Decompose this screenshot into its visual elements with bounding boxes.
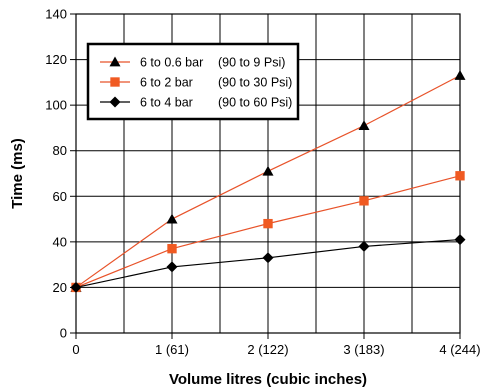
data-point [167, 244, 176, 253]
data-point [263, 166, 274, 176]
legend-note: (90 to 30 Psi) [218, 76, 292, 90]
legend: 6 to 0.6 bar (90 to 9 Psi) 6 to 2 bar (90 t… [88, 44, 298, 119]
data-point [263, 252, 274, 263]
y-tick-label: 20 [53, 280, 67, 295]
y-tick-label: 60 [53, 189, 67, 204]
x-tick-label: 2 (122) [247, 342, 288, 357]
legend-marker [110, 77, 119, 86]
data-point [263, 219, 272, 228]
data-point [359, 120, 370, 130]
data-point [167, 214, 178, 224]
y-tick-label: 120 [45, 52, 67, 67]
data-point [455, 171, 464, 180]
data-point [359, 241, 370, 252]
legend-note: (90 to 60 Psi) [218, 96, 292, 110]
x-tick-label: 0 [72, 342, 79, 357]
x-tick-label: 3 (183) [343, 342, 384, 357]
legend-note: (90 to 9 Psi) [218, 56, 285, 70]
y-axis-title: Time (ms) [9, 138, 26, 209]
y-tick-label: 40 [53, 234, 67, 249]
y-tick-label: 0 [60, 326, 67, 341]
x-axis-ticks: 0 1 (61) 2 (122) 3 (183) 4 (244) [72, 333, 480, 357]
data-point [167, 261, 178, 272]
data-point [455, 70, 466, 80]
x-tick-label: 4 (244) [439, 342, 480, 357]
legend-label: 6 to 0.6 bar [140, 56, 203, 70]
data-point [359, 196, 368, 205]
x-axis-title: Volume litres (cubic inches) [169, 371, 367, 388]
data-point [455, 234, 466, 245]
y-tick-label: 140 [45, 7, 67, 22]
legend-label: 6 to 4 bar [140, 96, 193, 110]
y-tick-label: 100 [45, 98, 67, 113]
y-tick-label: 80 [53, 143, 67, 158]
x-tick-label: 1 (61) [155, 342, 189, 357]
legend-label: 6 to 2 bar [140, 76, 193, 90]
